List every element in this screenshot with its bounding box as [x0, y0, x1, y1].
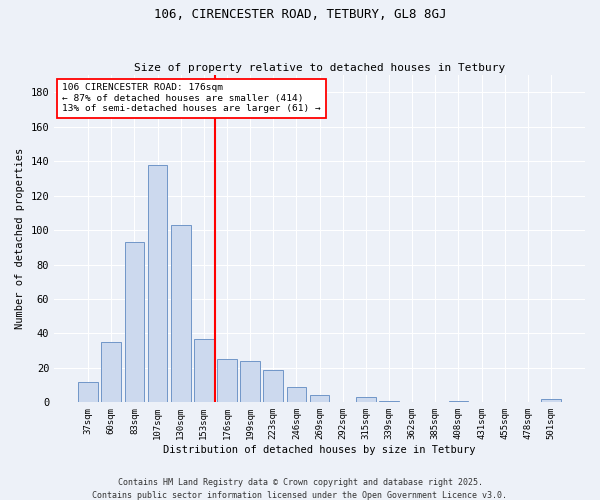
- Bar: [310, 396, 329, 402]
- Title: Size of property relative to detached houses in Tetbury: Size of property relative to detached ho…: [134, 63, 505, 73]
- Bar: [541, 399, 561, 402]
- Bar: [217, 360, 237, 403]
- Text: 106, CIRENCESTER ROAD, TETBURY, GL8 8GJ: 106, CIRENCESTER ROAD, TETBURY, GL8 8GJ: [154, 8, 446, 20]
- Bar: [379, 400, 399, 402]
- Bar: [263, 370, 283, 402]
- Text: Contains HM Land Registry data © Crown copyright and database right 2025.
Contai: Contains HM Land Registry data © Crown c…: [92, 478, 508, 500]
- X-axis label: Distribution of detached houses by size in Tetbury: Distribution of detached houses by size …: [163, 445, 476, 455]
- Bar: [101, 342, 121, 402]
- Bar: [356, 397, 376, 402]
- Bar: [287, 387, 306, 402]
- Y-axis label: Number of detached properties: Number of detached properties: [15, 148, 25, 330]
- Text: 106 CIRENCESTER ROAD: 176sqm
← 87% of detached houses are smaller (414)
13% of s: 106 CIRENCESTER ROAD: 176sqm ← 87% of de…: [62, 84, 321, 113]
- Bar: [148, 164, 167, 402]
- Bar: [194, 338, 214, 402]
- Bar: [78, 382, 98, 402]
- Bar: [241, 361, 260, 403]
- Bar: [125, 242, 144, 402]
- Bar: [171, 225, 191, 402]
- Bar: [449, 400, 468, 402]
